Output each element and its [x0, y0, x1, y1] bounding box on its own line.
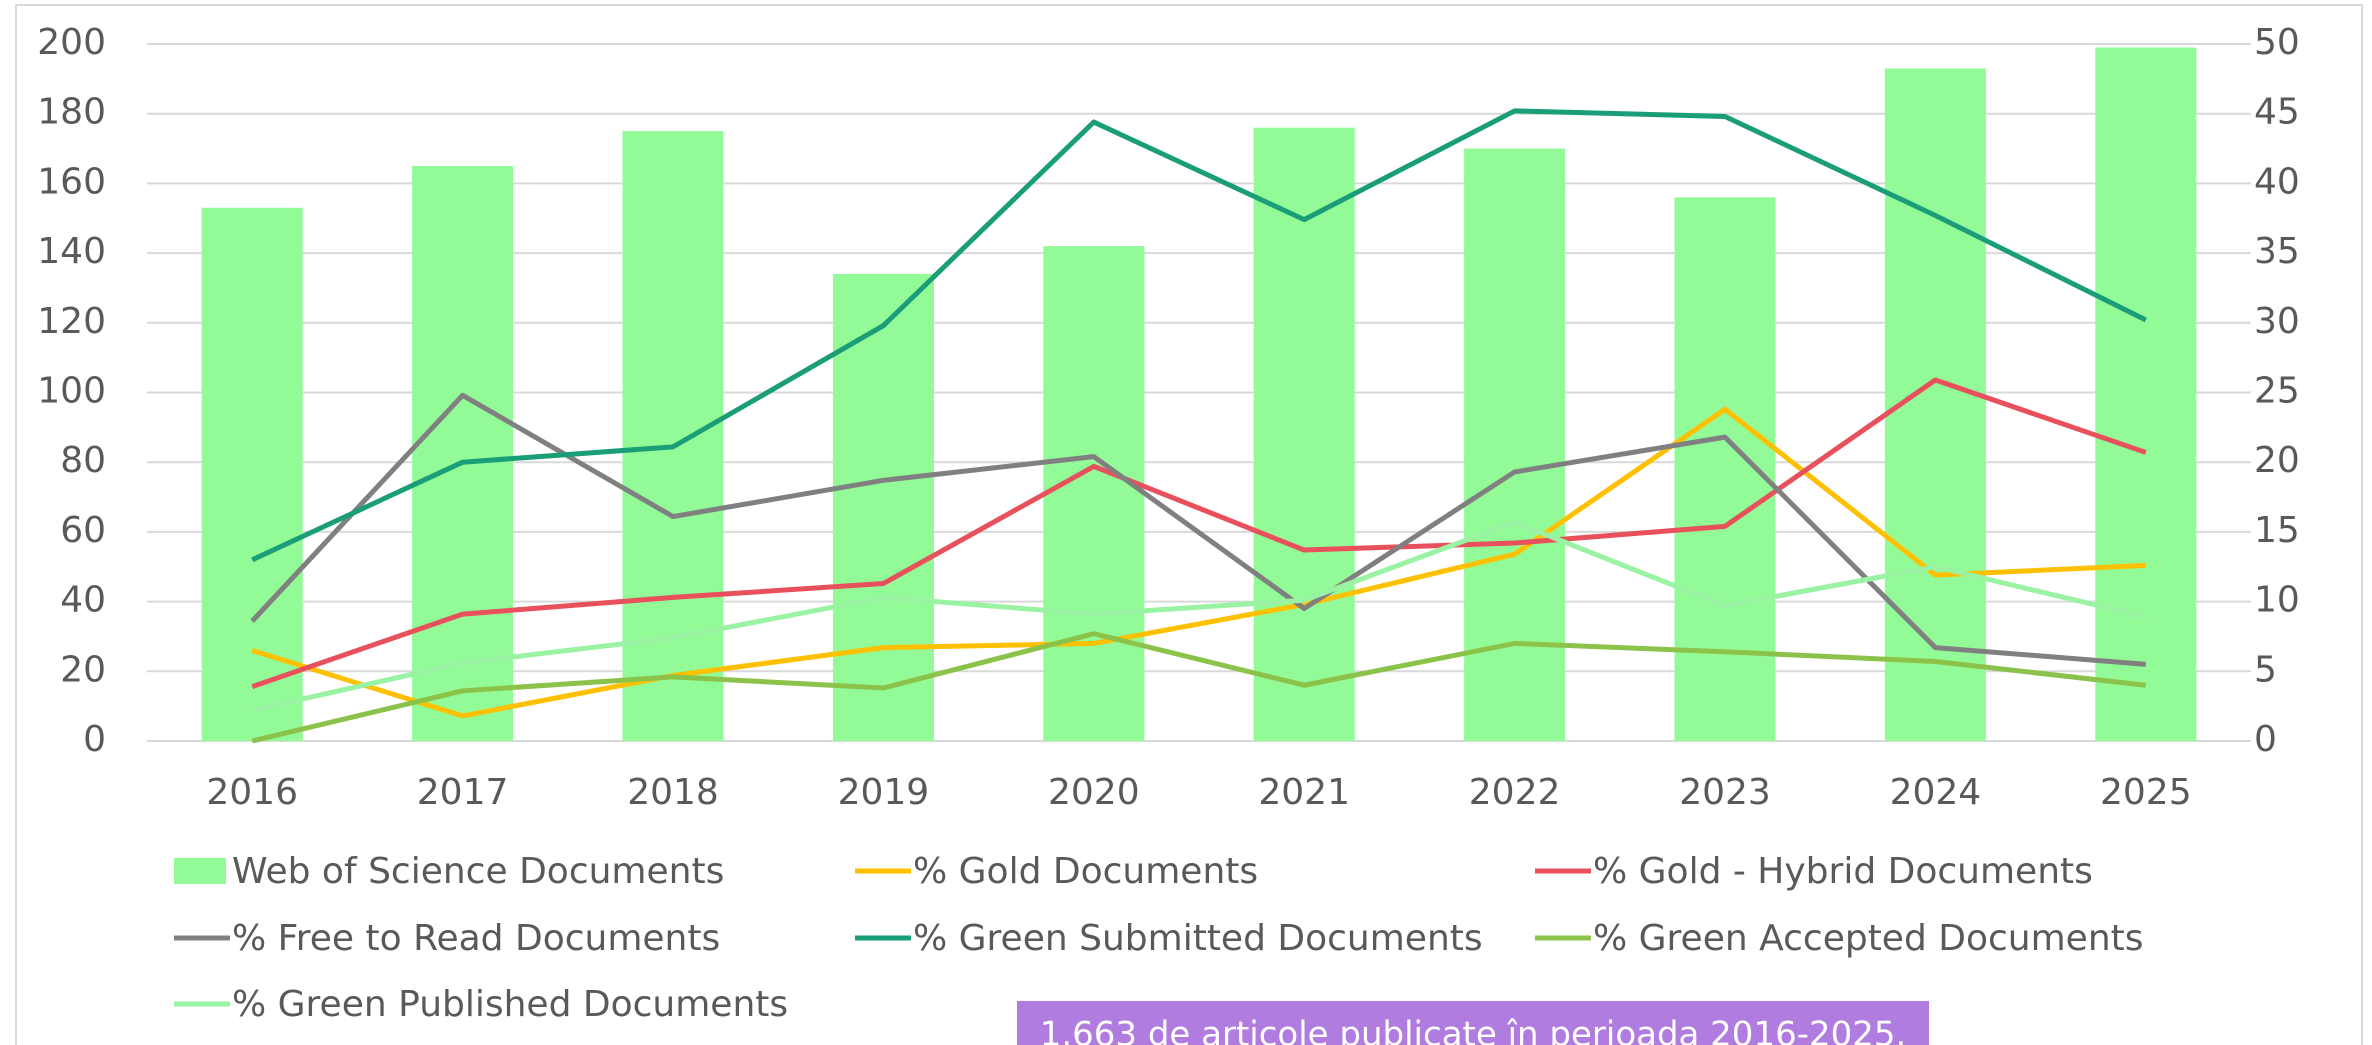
bar: [1253, 127, 1355, 741]
y-tick-label: 180: [37, 92, 106, 133]
y2-tick-label: 30: [2254, 301, 2300, 342]
y2-tick-label: 25: [2254, 371, 2300, 412]
legend-label: % Gold - Hybrid Documents: [1593, 851, 2093, 892]
y-tick-label: 200: [37, 22, 106, 63]
y-tick-label: 160: [37, 161, 106, 202]
y2-tick-label: 0: [2254, 719, 2277, 760]
legend-label: % Free to Read Documents: [232, 918, 720, 959]
line-series: [251, 519, 2147, 713]
x-tick-label: 2017: [417, 772, 509, 813]
x-tick-label: 2023: [1679, 772, 1771, 813]
x-tick-label: 2018: [627, 772, 719, 813]
y-tick-label: 120: [37, 301, 106, 342]
x-tick-label: 2016: [206, 772, 298, 813]
annotation: 1.663 de articole publicate în perioada …: [1040, 1015, 1907, 1045]
line-series: [251, 631, 2147, 744]
y2-tick-label: 35: [2254, 231, 2300, 272]
legend-label: % Green Submitted Documents: [913, 918, 1483, 959]
bar: [1043, 246, 1145, 741]
legend-label: Web of Science Documents: [232, 851, 724, 892]
y-tick-label: 40: [60, 580, 106, 621]
line-series: [251, 377, 2147, 689]
legend-label: % Green Accepted Documents: [1593, 918, 2144, 959]
y2-tick-label: 40: [2254, 161, 2300, 202]
y-tick-label: 60: [60, 510, 106, 551]
x-tick-label: 2019: [838, 772, 930, 813]
y-tick-label: 80: [60, 440, 106, 481]
x-tick-label: 2024: [1890, 772, 1982, 813]
bar: [832, 274, 934, 741]
y2-tick-label: 20: [2254, 440, 2300, 481]
x-tick-label: 2022: [1469, 772, 1561, 813]
y2-tick-label: 15: [2254, 510, 2300, 551]
x-tick-label: 2021: [1258, 772, 1350, 813]
bar: [622, 131, 724, 741]
y2-tick-label: 45: [2254, 92, 2300, 133]
y-tick-label: 100: [37, 371, 106, 412]
y-tick-label: 140: [37, 231, 106, 272]
y2-tick-label: 10: [2254, 580, 2300, 621]
legend-swatch: [174, 858, 226, 884]
line-series: [251, 108, 2147, 563]
line-series: [251, 406, 2146, 719]
x-tick-label: 2025: [2100, 772, 2192, 813]
x-tick-label: 2020: [1048, 772, 1140, 813]
y2-tick-label: 50: [2254, 22, 2300, 63]
y2-tick-label: 5: [2254, 649, 2277, 690]
legend-label: % Green Published Documents: [232, 984, 788, 1025]
bar: [2095, 47, 2197, 742]
bar: [412, 165, 514, 742]
annotation-box: [1017, 1001, 1929, 1045]
legend-label: % Gold Documents: [913, 851, 1258, 892]
y-tick-label: 20: [60, 649, 106, 690]
y-tick-label: 0: [83, 719, 106, 760]
